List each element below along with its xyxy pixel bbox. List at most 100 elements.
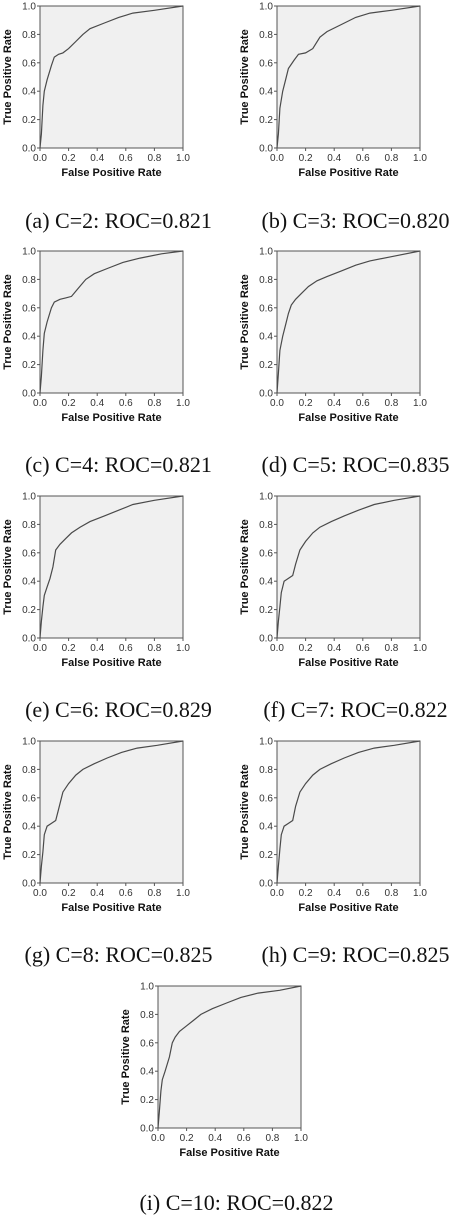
chart-caption: (d) C=5: ROC=0.835 xyxy=(261,452,450,477)
y-tick-label: 0.8 xyxy=(259,275,273,286)
y-tick-label: 0.4 xyxy=(259,332,273,343)
x-tick-label: 0.4 xyxy=(327,643,341,654)
y-tick-label: 0.6 xyxy=(259,303,273,314)
x-axis-label: False Positive Rate xyxy=(61,902,161,914)
x-axis-label: False Positive Rate xyxy=(61,167,161,179)
roc-curve xyxy=(276,740,421,884)
y-tick-label: 0.2 xyxy=(140,1095,154,1106)
x-tick-label: 0.8 xyxy=(147,888,161,899)
plot-area xyxy=(39,495,184,639)
x-tick-label: 1.0 xyxy=(176,153,190,164)
x-tick-label: 0.0 xyxy=(33,153,47,164)
y-axis-label: True Positive Rate xyxy=(239,29,251,124)
y-tick-label: 0.4 xyxy=(140,1067,154,1078)
x-tick-label: 0.2 xyxy=(180,1133,194,1144)
x-axis-label: False Positive Rate xyxy=(298,657,398,669)
roc-curve xyxy=(39,495,184,639)
x-tick-label: 0.2 xyxy=(62,153,76,164)
y-tick-label: 0.0 xyxy=(22,634,36,645)
x-axis-label: False Positive Rate xyxy=(61,412,161,424)
chart-caption: (a) C=2: ROC=0.821 xyxy=(25,208,212,233)
roc-curve xyxy=(39,740,184,884)
y-tick-label: 0.4 xyxy=(22,332,36,343)
y-tick-label: 0.0 xyxy=(259,144,273,155)
x-tick-label: 0.6 xyxy=(119,888,133,899)
y-tick-label: 1.0 xyxy=(259,492,273,503)
y-tick-label: 0.2 xyxy=(22,360,36,371)
y-axis-label: True Positive Rate xyxy=(2,764,14,859)
x-tick-label: 0.6 xyxy=(356,888,370,899)
x-tick-label: 0.4 xyxy=(327,153,341,164)
y-tick-label: 0.8 xyxy=(259,30,273,41)
y-tick-label: 0.2 xyxy=(22,605,36,616)
y-tick-label: 0.0 xyxy=(22,879,36,890)
y-tick-label: 0.4 xyxy=(259,87,273,98)
x-tick-label: 0.0 xyxy=(33,398,47,409)
x-tick-label: 0.2 xyxy=(299,643,313,654)
y-tick-label: 1.0 xyxy=(259,2,273,13)
chart-caption: (e) C=6: ROC=0.829 xyxy=(25,697,212,722)
y-axis-label: True Positive Rate xyxy=(239,519,251,614)
plot-area xyxy=(39,740,184,884)
chart-caption: (g) C=8: ROC=0.825 xyxy=(24,942,213,967)
y-tick-label: 0.6 xyxy=(259,548,273,559)
roc-curve xyxy=(157,985,302,1129)
x-tick-label: 0.8 xyxy=(384,888,398,899)
y-tick-label: 0.4 xyxy=(259,577,273,588)
chart-caption: (i) C=10: ROC=0.822 xyxy=(139,1190,334,1215)
x-tick-label: 0.2 xyxy=(299,398,313,409)
plot-area xyxy=(39,5,184,149)
x-axis-label: False Positive Rate xyxy=(179,1147,279,1159)
y-tick-label: 0.6 xyxy=(22,303,36,314)
plot-area xyxy=(276,740,421,884)
x-tick-label: 0.6 xyxy=(119,398,133,409)
y-tick-label: 1.0 xyxy=(259,247,273,258)
x-tick-label: 0.4 xyxy=(90,643,104,654)
x-axis-label: False Positive Rate xyxy=(61,657,161,669)
x-tick-label: 0.8 xyxy=(147,398,161,409)
y-tick-label: 0.0 xyxy=(140,1124,154,1135)
x-tick-label: 1.0 xyxy=(176,643,190,654)
x-tick-label: 1.0 xyxy=(413,398,427,409)
y-tick-label: 0.2 xyxy=(22,115,36,126)
x-tick-label: 1.0 xyxy=(413,153,427,164)
x-tick-label: 0.0 xyxy=(33,643,47,654)
roc-curve xyxy=(276,5,421,149)
x-tick-label: 0.2 xyxy=(299,888,313,899)
y-tick-label: 0.8 xyxy=(140,1010,154,1021)
plot-area xyxy=(276,5,421,149)
y-tick-label: 0.2 xyxy=(259,605,273,616)
y-tick-label: 0.2 xyxy=(259,115,273,126)
y-tick-label: 1.0 xyxy=(259,737,273,748)
x-tick-label: 0.8 xyxy=(384,398,398,409)
y-axis-label: True Positive Rate xyxy=(120,1009,132,1104)
x-tick-label: 0.6 xyxy=(119,153,133,164)
x-tick-label: 1.0 xyxy=(294,1133,308,1144)
roc-curve xyxy=(39,250,184,394)
roc-chart-3: 0.0 0.2 0.4 0.6 0.8 1.0 0.0 0.2 0.4 0.6 0.8 1.0 Fals… xyxy=(2,247,190,425)
roc-chart-8: 0.0 0.2 0.4 0.6 0.8 1.0 0.0 0.2 0.4 0.6 0.8 1.0 Fals… xyxy=(239,737,427,915)
x-tick-label: 0.8 xyxy=(384,153,398,164)
x-tick-label: 1.0 xyxy=(176,398,190,409)
y-axis-label: True Positive Rate xyxy=(239,764,251,859)
y-tick-label: 0.8 xyxy=(22,275,36,286)
x-tick-label: 1.0 xyxy=(413,888,427,899)
y-tick-label: 0.2 xyxy=(259,360,273,371)
y-tick-label: 1.0 xyxy=(22,737,36,748)
x-tick-label: 0.6 xyxy=(237,1133,251,1144)
roc-curve xyxy=(276,495,421,639)
x-tick-label: 0.4 xyxy=(90,153,104,164)
y-tick-label: 0.0 xyxy=(259,634,273,645)
y-tick-label: 1.0 xyxy=(140,982,154,993)
chart-caption: (f) C=7: ROC=0.822 xyxy=(263,697,448,722)
y-tick-label: 0.8 xyxy=(259,520,273,531)
x-tick-label: 1.0 xyxy=(176,888,190,899)
x-tick-label: 0.0 xyxy=(33,888,47,899)
plot-area xyxy=(276,495,421,639)
y-tick-label: 0.2 xyxy=(22,850,36,861)
chart-caption: (c) C=4: ROC=0.821 xyxy=(25,452,212,477)
x-tick-label: 0.8 xyxy=(147,153,161,164)
x-axis-label: False Positive Rate xyxy=(298,902,398,914)
x-tick-label: 0.6 xyxy=(356,153,370,164)
